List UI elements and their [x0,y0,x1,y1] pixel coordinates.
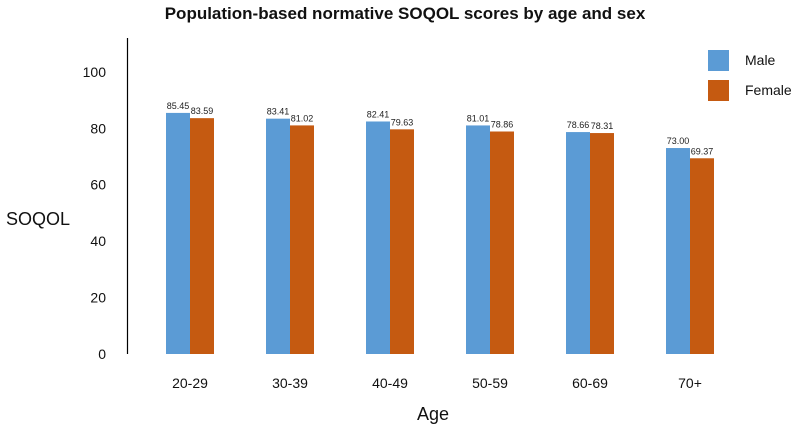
bars [166,112,714,355]
y-tick-label: 20 [90,290,106,306]
bar-female [190,118,214,354]
data-label-male: 73.00 [667,136,690,146]
data-label-male: 81.01 [467,113,490,123]
legend-label-female: Female [745,82,792,98]
y-tick-label: 80 [90,120,106,136]
y-tick-label: 0 [98,346,106,362]
x-tick-label: 30-39 [272,375,308,391]
data-label-female: 78.31 [591,121,614,131]
data-label-female: 81.02 [291,113,314,123]
data-label-female: 79.63 [391,117,414,127]
legend-swatch-female [708,80,729,101]
legend: Male Female [708,50,792,101]
data-label-male: 83.41 [267,107,290,117]
legend-label-male: Male [745,52,776,68]
x-tick-label: 20-29 [172,375,208,391]
y-axis-label: SOQOL [6,209,70,229]
data-label-male: 82.41 [367,109,390,119]
x-ticks: 20-29 30-39 40-49 50-59 60-69 70+ [172,375,702,391]
bar-female [590,133,614,354]
bar-male [266,118,290,354]
y-ticks: 0 20 40 60 80 100 [83,64,107,362]
legend-swatch-male [708,50,729,71]
bar-male [666,148,690,354]
bar-male [366,121,390,354]
data-label-female: 69.37 [691,146,714,156]
data-label-male: 85.45 [167,101,190,111]
y-tick-label: 40 [90,233,106,249]
bar-male [466,125,490,355]
y-tick-label: 60 [90,177,106,193]
data-label-female: 78.86 [491,120,514,130]
x-tick-label: 40-49 [372,375,408,391]
bar-male [566,132,590,354]
x-tick-label: 70+ [678,375,702,391]
x-tick-label: 50-59 [472,375,508,391]
x-tick-label: 60-69 [572,375,608,391]
chart-title: Population-based normative SOQOL scores … [165,4,646,23]
bar-female [390,129,414,354]
bar-female [490,131,514,354]
bar-female [690,158,714,354]
data-label-female: 83.59 [191,106,214,116]
y-tick-label: 100 [83,64,107,80]
bar-male [166,112,190,354]
x-axis-label: Age [417,404,449,424]
bar-female [290,125,314,354]
data-label-male: 78.66 [567,120,590,130]
